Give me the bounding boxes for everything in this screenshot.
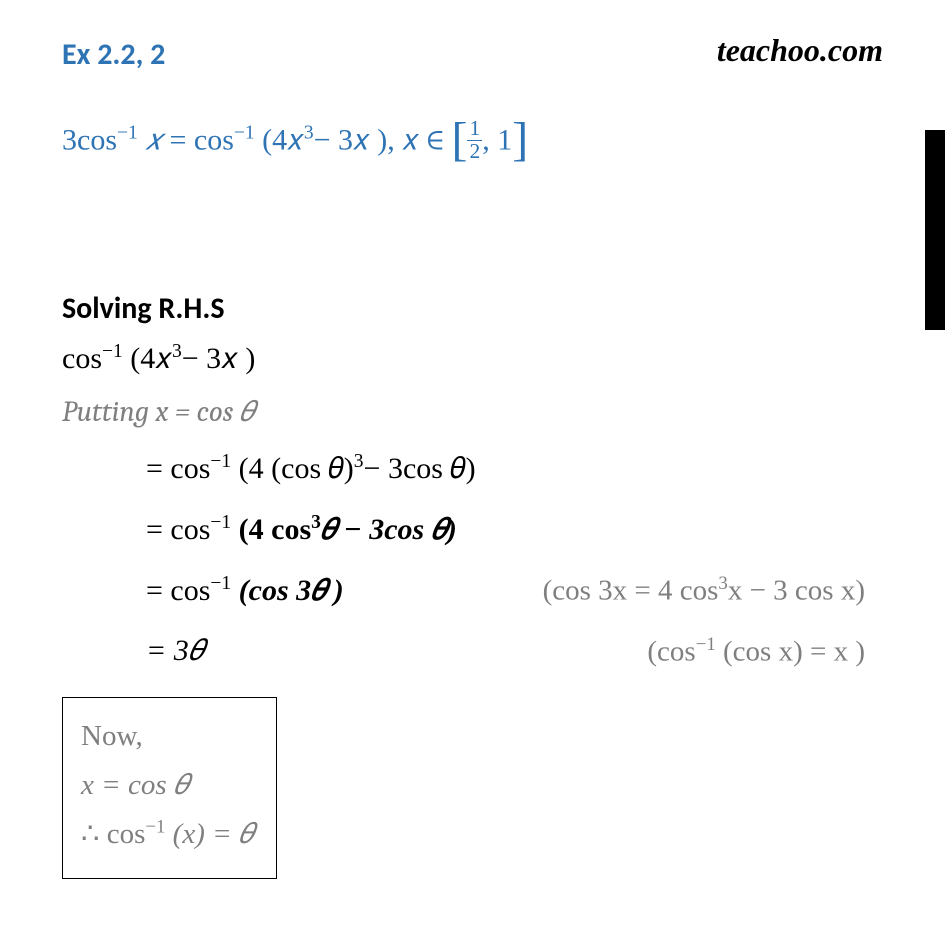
prob-sup1: −1 xyxy=(117,122,138,143)
rhs-sup1: −1 xyxy=(102,341,123,362)
substitution-line: Putting x = cos 𝜃 xyxy=(62,396,945,429)
now-l2: x = cos 𝜃 xyxy=(81,761,254,810)
step-row-4: = 3𝜃 (cos−1 (cos x) = x ) xyxy=(62,634,945,669)
solving-heading: Solving R.H.S xyxy=(62,290,945,327)
s3-a: = cos xyxy=(146,574,210,607)
step-2: = cos−1 (4 cos3𝜃 − 3cos 𝜃) xyxy=(146,512,457,547)
brand-logo: teachoo.com xyxy=(717,32,883,69)
s2-sup1: −1 xyxy=(210,512,231,533)
fraction-half: 12 xyxy=(467,118,482,162)
h2-b: (cos x) = x ) xyxy=(716,636,865,668)
now-l3: ∴ cos−1 (x) = 𝜃 xyxy=(81,810,254,859)
h2-a: (cos xyxy=(647,636,695,668)
prob-mid: (4𝑥 xyxy=(255,123,304,156)
h1-b: x − 3 cos x) xyxy=(728,575,865,607)
step-row-2: = cos−1 (4 cos3𝜃 − 3cos 𝜃) xyxy=(62,512,945,547)
page-content: Ex 2.2, 2 teachoo.com 3cos−1 𝑥 = cos−1 (… xyxy=(0,0,945,879)
s3-sup1: −1 xyxy=(210,573,231,594)
prob-lhs: 3cos xyxy=(62,123,117,156)
step-row-3: = cos−1 (cos 3𝜃 ) (cos 3x = 4 cos3x − 3 … xyxy=(62,573,945,608)
s1-a: = cos xyxy=(146,452,210,485)
step-4: = 3𝜃 xyxy=(146,634,204,668)
hint-1: (cos 3x = 4 cos3x − 3 cos x) xyxy=(543,573,945,608)
rhs-sup2: 3 xyxy=(172,341,182,362)
h1-a: (cos 3x = 4 cos xyxy=(543,575,719,607)
now-l3sup: −1 xyxy=(145,817,165,838)
prob-close: , 1 xyxy=(482,123,512,156)
s2-a: = cos xyxy=(146,513,210,546)
s2-c: 𝜃 − 3cos 𝜃) xyxy=(321,513,457,546)
rhs-a: cos xyxy=(62,342,102,375)
h1-sup: 3 xyxy=(718,573,727,594)
s3-b: (cos 3𝜃 ) xyxy=(231,574,344,607)
bracket-right: ] xyxy=(512,113,528,166)
now-box: Now, x = cos 𝜃 ∴ cos−1 (x) = 𝜃 xyxy=(62,697,277,879)
s2-b: (4 cos xyxy=(231,513,311,546)
s2-sup2: 3 xyxy=(311,512,321,533)
frac-num: 1 xyxy=(467,118,482,141)
now-l3a: ∴ cos xyxy=(81,818,145,850)
frac-den: 2 xyxy=(467,141,482,163)
rhs-b: (4𝑥 xyxy=(123,342,172,375)
prob-sup2: −1 xyxy=(234,122,255,143)
now-l1: Now, xyxy=(81,712,254,761)
s1-sup2: 3 xyxy=(354,451,364,472)
prob-eq: = cos xyxy=(169,123,233,156)
hint-2: (cos−1 (cos x) = x ) xyxy=(647,634,945,669)
s1-c: − 3cos 𝜃) xyxy=(364,452,476,485)
rhs-expression: cos−1 (4𝑥3− 3𝑥 ) xyxy=(62,341,945,376)
prob-sup3: 3 xyxy=(304,122,314,143)
step-row-1: = cos−1 (4 (cos 𝜃)3− 3cos 𝜃) xyxy=(62,451,945,486)
problem-statement: 3cos−1 𝑥 = cos−1 (4𝑥3− 3𝑥 ), 𝑥 ∈ [12, 1] xyxy=(62,115,945,170)
exercise-title: Ex 2.2, 2 xyxy=(62,36,165,73)
s1-sup1: −1 xyxy=(210,451,231,472)
s1-b: (4 (cos 𝜃) xyxy=(231,452,354,485)
step-3: = cos−1 (cos 3𝜃 ) xyxy=(146,573,344,608)
now-l3b: (x) = 𝜃 xyxy=(165,818,253,850)
header-row: Ex 2.2, 2 teachoo.com xyxy=(62,36,945,73)
prob-after: − 3𝑥 ), 𝑥 ∈ xyxy=(314,123,452,156)
rhs-c: − 3𝑥 ) xyxy=(182,342,256,375)
bracket-left: [ xyxy=(451,113,467,166)
step-1: = cos−1 (4 (cos 𝜃)3− 3cos 𝜃) xyxy=(146,451,476,486)
h2-sup: −1 xyxy=(696,634,716,655)
prob-var1: 𝑥 xyxy=(138,123,170,156)
